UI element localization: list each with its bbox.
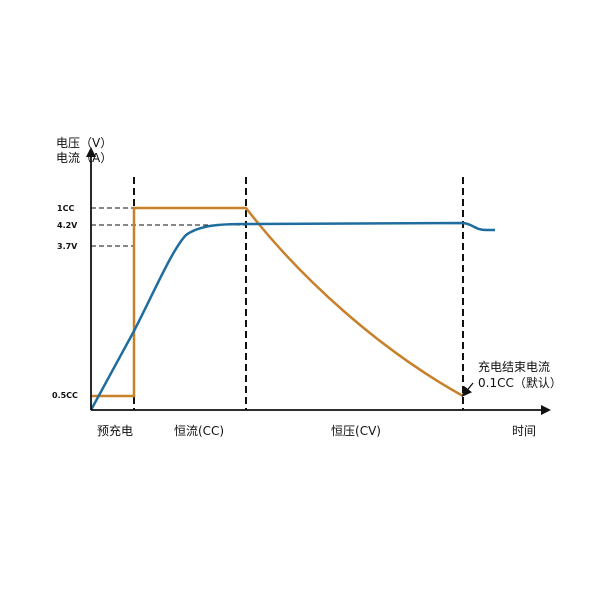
x-axis-label: 时间	[512, 424, 536, 438]
annotation-arrow	[461, 382, 474, 397]
voltage-curve	[89, 221, 495, 411]
tick-label-1cc: 1CC	[57, 204, 74, 213]
annotation-line2: 0.1CC（默认）	[478, 375, 562, 390]
tick-label-3-7v: 3.7V	[57, 242, 78, 251]
tick-label-4-2v: 4.2V	[57, 221, 78, 230]
y-axis-label-line1: 电压（V）	[56, 136, 112, 150]
phase-label-cv: 恒压(CV)	[331, 424, 381, 438]
annotation-line1: 充电结束电流	[478, 359, 550, 374]
current-curve	[91, 206, 464, 398]
tick-label-0-5cc: 0.5CC	[52, 391, 78, 400]
phase-label-cc: 恒流(CC)	[174, 424, 224, 438]
y-axis-label-line2: 电流（A）	[56, 151, 112, 165]
phase-label-precharge: 预充电	[97, 423, 133, 438]
